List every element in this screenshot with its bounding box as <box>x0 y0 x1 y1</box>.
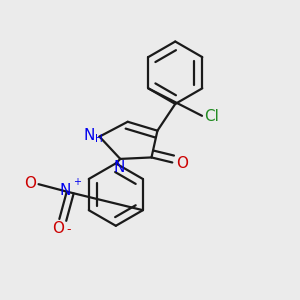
Text: +: + <box>73 177 81 187</box>
Text: O: O <box>25 176 37 191</box>
Text: -: - <box>66 223 71 236</box>
Text: O: O <box>52 221 64 236</box>
Text: N: N <box>60 183 71 198</box>
Text: Cl: Cl <box>204 109 219 124</box>
Text: N: N <box>84 128 95 143</box>
Text: N: N <box>114 160 125 175</box>
Text: H: H <box>95 134 103 144</box>
Text: O: O <box>176 157 188 172</box>
